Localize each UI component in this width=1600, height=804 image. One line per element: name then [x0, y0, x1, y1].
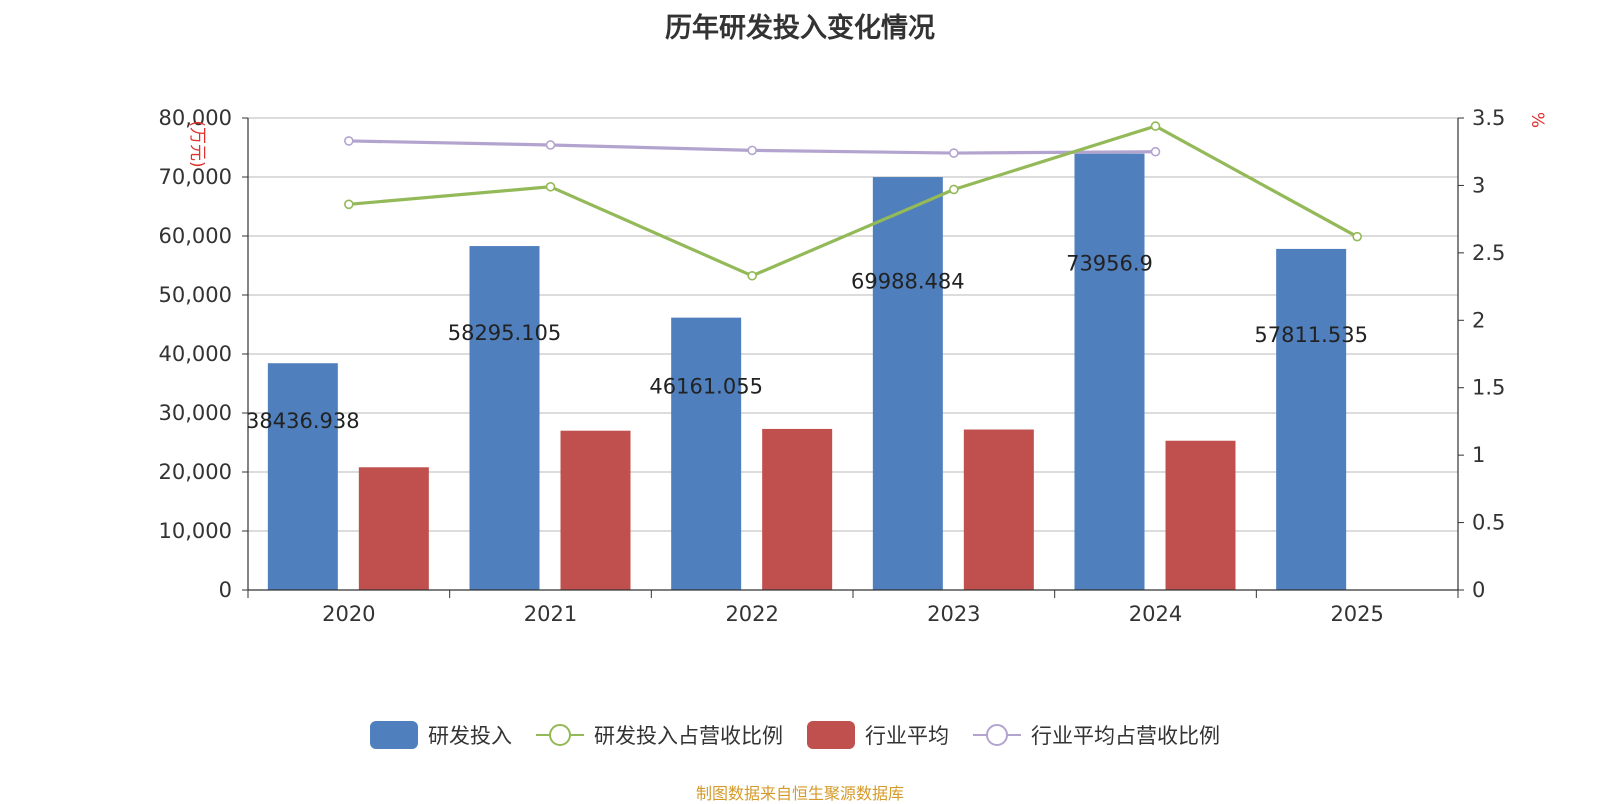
industry-ratio-point	[747, 145, 757, 156]
x-axis-tick-label: 2024	[1129, 602, 1182, 626]
industry-ratio-point	[344, 136, 354, 146]
rd-investment-data-label: 57811.535	[1254, 323, 1368, 347]
industry-average-bar	[1165, 440, 1236, 590]
rd-ratio-point	[344, 199, 354, 210]
industry-ratio-point	[949, 148, 959, 158]
rd-ratio-point	[949, 184, 959, 195]
right-axis-tick-label: 2	[1472, 308, 1485, 332]
left-axis-tick-label: 0	[219, 578, 232, 602]
grid-lines	[248, 117, 1458, 532]
legend-bar-swatch-icon	[807, 721, 855, 749]
rd-investment-data-label: 73956.9	[1066, 252, 1153, 276]
legend-label: 行业平均	[865, 724, 949, 748]
left-axis-tick-label: 70,000	[159, 165, 232, 189]
industry-average-bar	[358, 467, 429, 590]
right-axis-tick-label: 1	[1472, 443, 1485, 467]
axes: 0 10,000 20,000 30,000 40,000 50,000 60,000 70,…	[159, 106, 1547, 626]
x-axis-tick-label: 2022	[725, 602, 778, 626]
right-axis-tick-label: 3	[1472, 173, 1485, 197]
industry-average-bar	[560, 430, 631, 590]
source-note: 制图数据来自恒生聚源数据库	[695, 784, 904, 803]
rd-ratio-point	[1352, 231, 1362, 242]
industry-ratio-point	[545, 140, 556, 150]
x-axis-tick-label: 2020	[322, 602, 375, 626]
legend-line-circle-icon	[973, 724, 1021, 746]
legend-item-industry-average[interactable]: 行业平均	[807, 720, 949, 750]
rd-investment-bar	[469, 246, 540, 590]
rd-investment-data-label: 38436.938	[246, 409, 360, 433]
left-axis-tick-label: 50,000	[159, 283, 232, 307]
x-axis-tick-label: 2025	[1330, 602, 1383, 626]
left-axis-tick-label: 60,000	[159, 224, 232, 248]
ratio-lines	[344, 121, 1362, 281]
rd-investment-bar	[671, 317, 742, 590]
rd-investment-bar	[1074, 153, 1145, 590]
industry-average-bar	[963, 429, 1034, 590]
rd-investment-data-label: 58295.105	[448, 321, 562, 345]
right-axis-tick-label: 0	[1472, 578, 1485, 602]
legend-line-circle-icon	[536, 724, 584, 746]
legend-label: 研发投入	[428, 724, 512, 748]
legend-label: 行业平均占营收比例	[1031, 724, 1220, 748]
left-axis-tick-label: 40,000	[159, 342, 232, 366]
right-axis-tick-label: 2.5	[1472, 241, 1505, 265]
legend-item-rd-investment[interactable]: 研发投入	[370, 720, 512, 750]
legend-item-industry-ratio[interactable]: 行业平均占营收比例	[973, 720, 1220, 750]
left-axis-tick-label: 20,000	[159, 460, 232, 484]
rd-ratio-point	[747, 270, 757, 281]
rd-investment-bar	[872, 177, 943, 591]
rd-investment-bar	[1276, 248, 1347, 591]
right-axis-tick-label: 1.5	[1472, 376, 1505, 400]
legend-item-rd-ratio[interactable]: 研发投入占营收比例	[536, 720, 783, 750]
rd-ratio-line	[348, 124, 1358, 278]
x-axis-tick-label: 2023	[927, 602, 980, 626]
legend: 研发投入 研发投入占营收比例 行业平均 行业平均占营收比例	[0, 720, 1600, 750]
rd-investment-data-label: 46161.055	[649, 375, 763, 399]
left-axis-tick-label: 30,000	[159, 401, 232, 425]
left-axis-tick-label: 10,000	[159, 519, 232, 543]
legend-bar-swatch-icon	[370, 721, 418, 749]
rd-ratio-point	[1150, 121, 1161, 131]
x-axis-tick-label: 2021	[524, 602, 577, 626]
rd-investment-bar	[267, 363, 338, 590]
legend-label: 研发投入占营收比例	[594, 724, 783, 748]
rd-investment-data-label: 69988.484	[851, 269, 965, 293]
industry-average-bar	[762, 428, 833, 590]
right-axis-unit-label: %	[1527, 112, 1547, 128]
chart-title: 历年研发投入变化情况	[665, 13, 935, 44]
left-axis-tick-label: 80,000	[159, 106, 232, 130]
right-axis-tick-label: 0.5	[1472, 511, 1505, 535]
left-axis-unit-label: (万元)	[187, 120, 207, 167]
right-axis-tick-label: 3.5	[1472, 106, 1505, 130]
bars	[267, 153, 1347, 591]
rd-ratio-point	[545, 181, 556, 192]
industry-ratio-point	[1150, 146, 1161, 157]
data-labels: 38436.938 58295.105 46161.055 69988.484 7395…	[246, 252, 1368, 433]
